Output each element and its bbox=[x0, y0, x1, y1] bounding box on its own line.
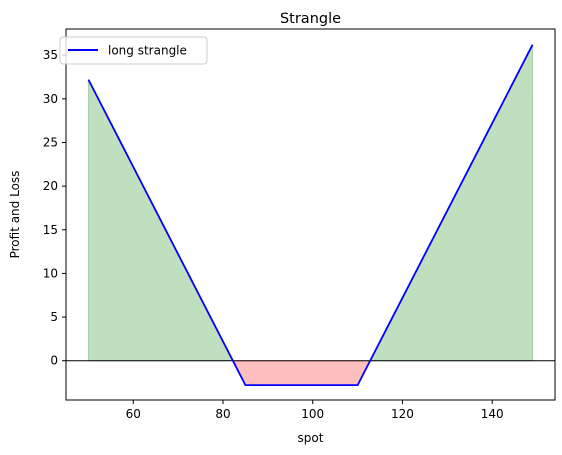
y-tick-label-15: 15 bbox=[43, 223, 58, 237]
legend: long strangle bbox=[59, 36, 208, 65]
loss-region-2 bbox=[232, 360, 371, 386]
plot-area-frame bbox=[65, 28, 556, 401]
y-tick-label-25: 25 bbox=[43, 135, 58, 149]
legend-box bbox=[59, 36, 208, 65]
y-tick-label-20: 20 bbox=[43, 179, 58, 193]
y-tick-label-35: 35 bbox=[43, 48, 58, 62]
x-tick-label-80: 80 bbox=[215, 407, 230, 421]
x-tick-label-140: 140 bbox=[481, 407, 504, 421]
x-axis-label: spot bbox=[298, 431, 324, 445]
x-axis-ticks: 60 80 100 120 140 bbox=[126, 400, 504, 421]
x-tick-label-120: 120 bbox=[391, 407, 414, 421]
y-axis-label: Profit and Loss bbox=[8, 171, 22, 259]
chart-title: Strangle bbox=[280, 11, 341, 27]
y-tick-label-10: 10 bbox=[43, 266, 58, 280]
legend-entry-label: long strangle bbox=[108, 44, 187, 58]
y-axis-ticks: 0 5 10 15 20 25 30 35 bbox=[43, 48, 66, 368]
y-tick-label-30: 30 bbox=[43, 92, 58, 106]
long-strangle-line bbox=[87, 44, 534, 387]
series-line-layer bbox=[87, 44, 534, 387]
y-tick-label-5: 5 bbox=[50, 310, 58, 324]
x-tick-label-60: 60 bbox=[126, 407, 141, 421]
x-tick-label-100: 100 bbox=[301, 407, 324, 421]
y-tick-label-0: 0 bbox=[50, 354, 58, 368]
